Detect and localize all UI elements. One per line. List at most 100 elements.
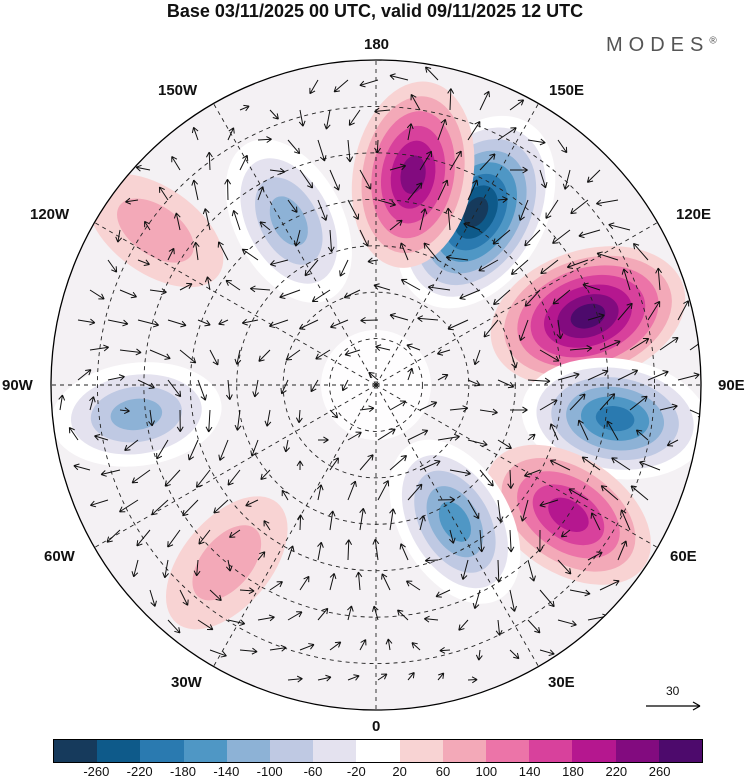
colorbar-tick-label: 220 bbox=[605, 764, 628, 779]
wind-arrow-icon bbox=[427, 284, 451, 291]
wind-arrow-icon bbox=[509, 406, 528, 414]
wind-arrow-icon bbox=[287, 545, 295, 561]
wind-arrow-icon bbox=[191, 126, 199, 141]
colorbar-tick-label: -260 bbox=[83, 764, 110, 779]
wind-arrow-icon bbox=[411, 642, 421, 651]
wind-arrow-icon bbox=[287, 139, 301, 155]
wind-arrow-icon bbox=[347, 674, 360, 681]
wind-arrow-icon bbox=[475, 649, 483, 661]
wind-arrow-icon bbox=[557, 559, 572, 575]
wind-arrow-icon bbox=[287, 199, 298, 213]
wind-arrow-icon bbox=[439, 646, 451, 654]
wind-arrow-icon bbox=[158, 186, 169, 201]
wind-arrow-icon bbox=[268, 319, 289, 329]
wind-arrow-icon bbox=[359, 169, 372, 190]
wind-arrow-icon bbox=[287, 675, 303, 683]
wind-arrow-icon bbox=[227, 469, 241, 486]
wind-arrow-icon bbox=[281, 489, 289, 501]
wind-arrow-icon bbox=[328, 510, 336, 531]
lon-label-120w: 120W bbox=[30, 206, 70, 223]
wind-arrow-icon bbox=[329, 572, 337, 591]
wind-arrow-icon bbox=[372, 538, 380, 561]
meridian-line bbox=[375, 222, 658, 386]
wind-arrow-icon bbox=[389, 400, 407, 411]
wind-arrow-icon bbox=[677, 300, 690, 321]
wind-arrow-icon bbox=[73, 463, 91, 471]
wind-arrow-icon bbox=[239, 154, 249, 171]
wind-arrow-icon bbox=[524, 229, 541, 247]
wind-arrow-icon bbox=[596, 251, 619, 261]
wind-arrow-icon bbox=[560, 529, 571, 538]
wind-arrow-icon bbox=[191, 179, 199, 201]
wind-arrow-icon bbox=[144, 220, 151, 231]
wind-arrow-icon bbox=[193, 559, 201, 577]
wind-arrow-icon bbox=[167, 619, 181, 634]
wind-arrow-icon bbox=[467, 676, 478, 684]
wind-arrow-icon bbox=[493, 289, 511, 306]
wind-arrow-icon bbox=[359, 507, 367, 531]
wind-arrow-icon bbox=[89, 396, 96, 411]
wind-arrow-icon bbox=[527, 377, 551, 385]
wind-arrow-icon bbox=[419, 401, 438, 411]
wind-arrow-icon bbox=[424, 66, 439, 81]
wind-arrow-icon bbox=[241, 248, 259, 261]
wind-arrow-icon bbox=[617, 302, 633, 321]
wind-arrow-icon bbox=[389, 455, 408, 471]
colorbar-swatch bbox=[658, 740, 703, 762]
wind-arrow-icon bbox=[447, 319, 469, 331]
wind-arrow-icon bbox=[227, 127, 235, 141]
wind-arrow-icon bbox=[209, 649, 227, 658]
wind-arrow-icon bbox=[419, 150, 432, 171]
wind-arrow-icon bbox=[297, 514, 304, 531]
wind-arrow-icon bbox=[467, 499, 480, 520]
wind-arrow-icon bbox=[119, 499, 139, 513]
wind-arrow-icon bbox=[317, 674, 332, 682]
wind-arrow-icon bbox=[385, 638, 393, 651]
wind-arrow-icon bbox=[176, 409, 184, 433]
wind-arrow-icon bbox=[608, 222, 631, 231]
wind-arrow-icon bbox=[549, 459, 571, 471]
wind-arrow-icon bbox=[90, 499, 109, 508]
wind-arrow-icon bbox=[372, 605, 379, 621]
wind-arrow-icon bbox=[419, 208, 428, 231]
wind-arrow-icon bbox=[479, 153, 496, 171]
lon-label-180: 180 bbox=[364, 36, 390, 53]
wind-arrow-icon bbox=[317, 541, 324, 561]
wind-arrow-icon bbox=[377, 428, 396, 441]
wind-arrow-icon bbox=[507, 529, 515, 553]
wind-arrow-icon bbox=[131, 469, 151, 484]
wind-arrow-icon bbox=[373, 283, 391, 291]
meridian-line bbox=[375, 103, 539, 386]
wind-arrow-icon bbox=[245, 499, 259, 507]
wind-arrow-icon bbox=[389, 508, 396, 531]
wind-arrow-icon bbox=[497, 196, 508, 203]
wind-arrow-icon bbox=[119, 407, 130, 414]
contour-band bbox=[438, 501, 471, 542]
wind-arrow-icon bbox=[483, 319, 499, 338]
wind-arrow-icon bbox=[630, 485, 649, 501]
wind-arrow-icon bbox=[377, 480, 390, 501]
wind-arrow-icon bbox=[164, 469, 181, 487]
wind-arrow-icon bbox=[389, 312, 409, 321]
colorbar-swatch bbox=[140, 740, 184, 762]
wind-arrow-icon bbox=[234, 349, 242, 365]
wind-arrow-icon bbox=[258, 349, 271, 362]
meridian-line bbox=[213, 103, 377, 386]
wind-arrow-icon bbox=[479, 90, 490, 111]
wind-arrow-icon bbox=[209, 349, 219, 366]
wind-arrow-icon bbox=[509, 166, 528, 174]
wind-arrow-icon bbox=[257, 136, 272, 143]
wind-arrow-icon bbox=[539, 499, 559, 508]
colorbar-swatch bbox=[183, 740, 227, 762]
wind-arrow-icon bbox=[264, 409, 272, 427]
wind-arrow-icon bbox=[582, 282, 601, 291]
wind-arrow-icon bbox=[437, 672, 445, 681]
colorbar-swatch bbox=[486, 740, 530, 762]
wind-arrow-icon bbox=[407, 483, 423, 501]
wind-arrow-icon bbox=[552, 229, 571, 244]
meridian-line bbox=[375, 384, 658, 548]
wind-arrow-icon bbox=[540, 259, 559, 275]
wind-arrow-icon bbox=[518, 319, 529, 342]
wind-arrow-icon bbox=[311, 289, 331, 303]
